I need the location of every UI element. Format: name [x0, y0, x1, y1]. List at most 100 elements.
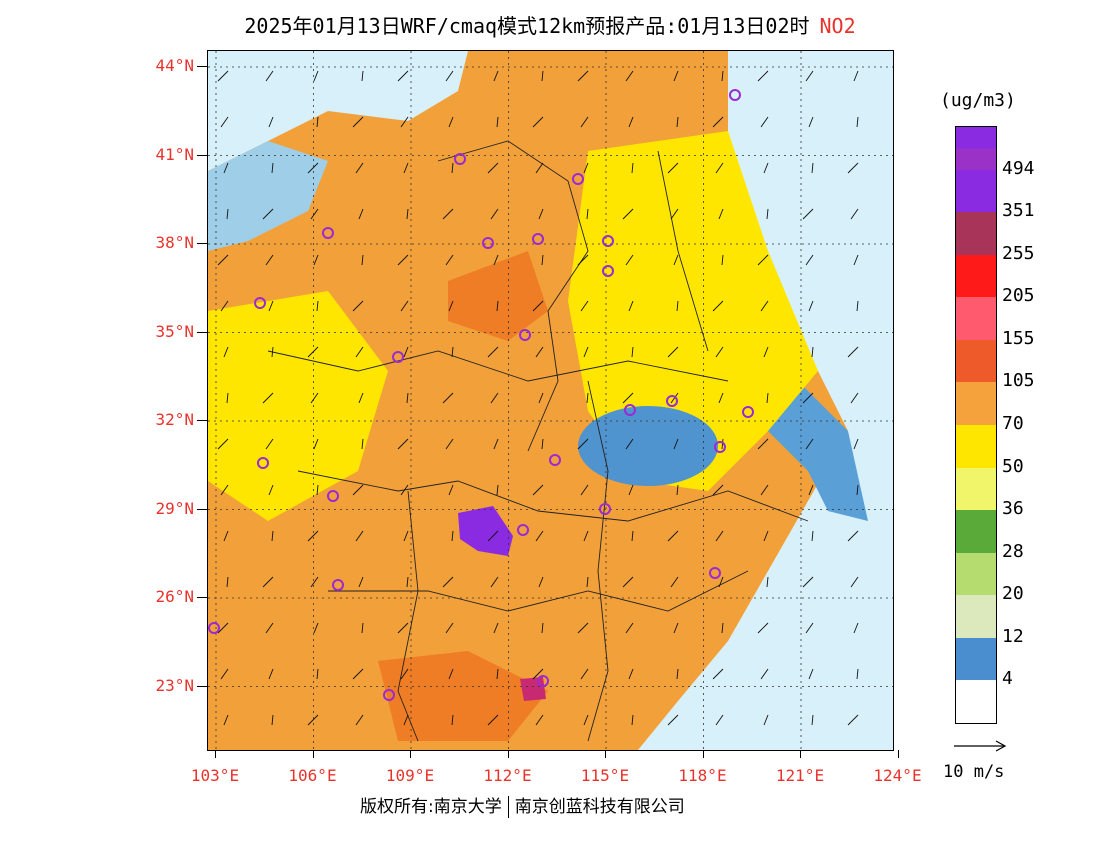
wind-vector — [217, 254, 229, 266]
wind-vector — [715, 530, 724, 542]
wind-vector — [316, 300, 319, 312]
legend-swatch — [956, 425, 996, 468]
magenta-hotspot-field — [520, 677, 546, 701]
wind-vector — [532, 300, 544, 312]
wind-vector — [715, 346, 724, 358]
wind-vector — [856, 116, 859, 128]
legend-label: 255 — [1002, 242, 1035, 264]
wind-vector — [535, 714, 544, 726]
wind-vector — [625, 254, 634, 266]
wind-vector — [403, 530, 409, 542]
wind-vector — [451, 346, 454, 358]
wind-vector — [676, 668, 679, 680]
wind-vector — [853, 622, 859, 634]
wind-vector — [718, 208, 724, 220]
wind-vector — [847, 530, 859, 542]
species-label: NO2 — [819, 14, 856, 38]
wind-vector — [811, 530, 814, 542]
wind-reference-arrow-icon — [954, 740, 1007, 752]
wind-vector — [448, 668, 454, 680]
wind-vector — [310, 392, 319, 404]
wind-vector — [313, 70, 319, 82]
wind-vector — [496, 116, 499, 128]
latitude-tick — [197, 508, 207, 510]
wind-vector — [586, 392, 589, 404]
wind-vector — [223, 162, 229, 174]
wind-reference-label: 10 m/s — [943, 762, 1005, 782]
wind-vector — [223, 530, 229, 542]
wind-vector — [358, 392, 364, 404]
copyright-divider — [507, 796, 509, 818]
longitude-label: 112°E — [483, 766, 532, 785]
forecast-map[interactable] — [207, 50, 894, 751]
wind-vector — [766, 576, 769, 588]
wind-vector — [712, 300, 724, 312]
wind-vector — [262, 576, 274, 588]
wind-vector — [622, 392, 634, 404]
wind-vector — [487, 346, 499, 358]
wind-vector — [271, 530, 274, 542]
legend-label: 351 — [1002, 200, 1035, 222]
wind-vector — [808, 300, 814, 312]
wind-vector — [310, 208, 319, 220]
latitude-label: 38°N — [155, 233, 194, 252]
wind-vector — [313, 254, 319, 266]
wind-vector — [577, 254, 589, 266]
wind-vector — [532, 116, 544, 128]
latitude-tick — [197, 66, 207, 67]
wind-vector — [268, 668, 274, 680]
copyright: 版权所有:南京大学 南京创蓝科技有限公司 — [360, 792, 685, 818]
monitoring-station-marker — [714, 441, 726, 453]
wind-vector — [676, 116, 679, 128]
wind-vector — [490, 208, 499, 220]
wind-vector — [856, 668, 859, 680]
wind-vector — [622, 576, 634, 588]
wind-vector — [586, 576, 589, 588]
wind-vector — [811, 346, 814, 358]
latitude-label: 23°N — [155, 675, 194, 695]
province-border — [587, 380, 609, 742]
wind-vector — [805, 254, 814, 266]
wind-vector — [808, 116, 814, 128]
wind-vector — [220, 300, 229, 312]
wind-vector — [808, 484, 814, 496]
longitude-label: 115°E — [580, 766, 630, 785]
wind-vector — [307, 530, 319, 542]
province-border — [267, 350, 729, 382]
legend-swatch — [956, 595, 996, 638]
wind-vector — [397, 438, 409, 450]
wind-vector — [355, 714, 364, 726]
wind-vector — [853, 438, 859, 450]
longitude-label: 118°E — [678, 766, 727, 785]
northwest-low-field — [208, 51, 468, 171]
wind-vector — [583, 714, 589, 726]
latitude-tick — [197, 331, 207, 333]
wind-vector — [265, 70, 274, 82]
wind-vector — [262, 392, 274, 404]
wind-vector — [631, 346, 634, 358]
copyright-left: 版权所有:南京大学 — [360, 797, 502, 817]
wind-vector — [532, 484, 544, 496]
legend-swatch — [956, 212, 996, 255]
wind-vector — [805, 622, 814, 634]
wind-vector — [718, 576, 724, 588]
wind-vector — [406, 392, 409, 404]
wind-vector — [490, 392, 499, 404]
monitoring-station-marker — [519, 329, 531, 341]
wind-vector — [628, 300, 634, 312]
legend-swatch — [956, 382, 996, 425]
monitoring-station-marker — [549, 454, 561, 466]
wind-vector — [400, 668, 409, 680]
wind-vector — [670, 208, 679, 220]
wind-vector — [622, 208, 634, 220]
legend-swatch — [956, 339, 996, 383]
wind-vector — [853, 254, 859, 266]
wind-vector — [268, 116, 274, 128]
longitude-label: 103°E — [190, 766, 240, 785]
longitude-tick — [507, 750, 509, 758]
wind-vector — [400, 484, 409, 496]
wind-vector — [493, 622, 499, 634]
wind-vector — [355, 530, 364, 542]
wind-vector — [721, 622, 724, 634]
wind-vector — [715, 162, 724, 174]
